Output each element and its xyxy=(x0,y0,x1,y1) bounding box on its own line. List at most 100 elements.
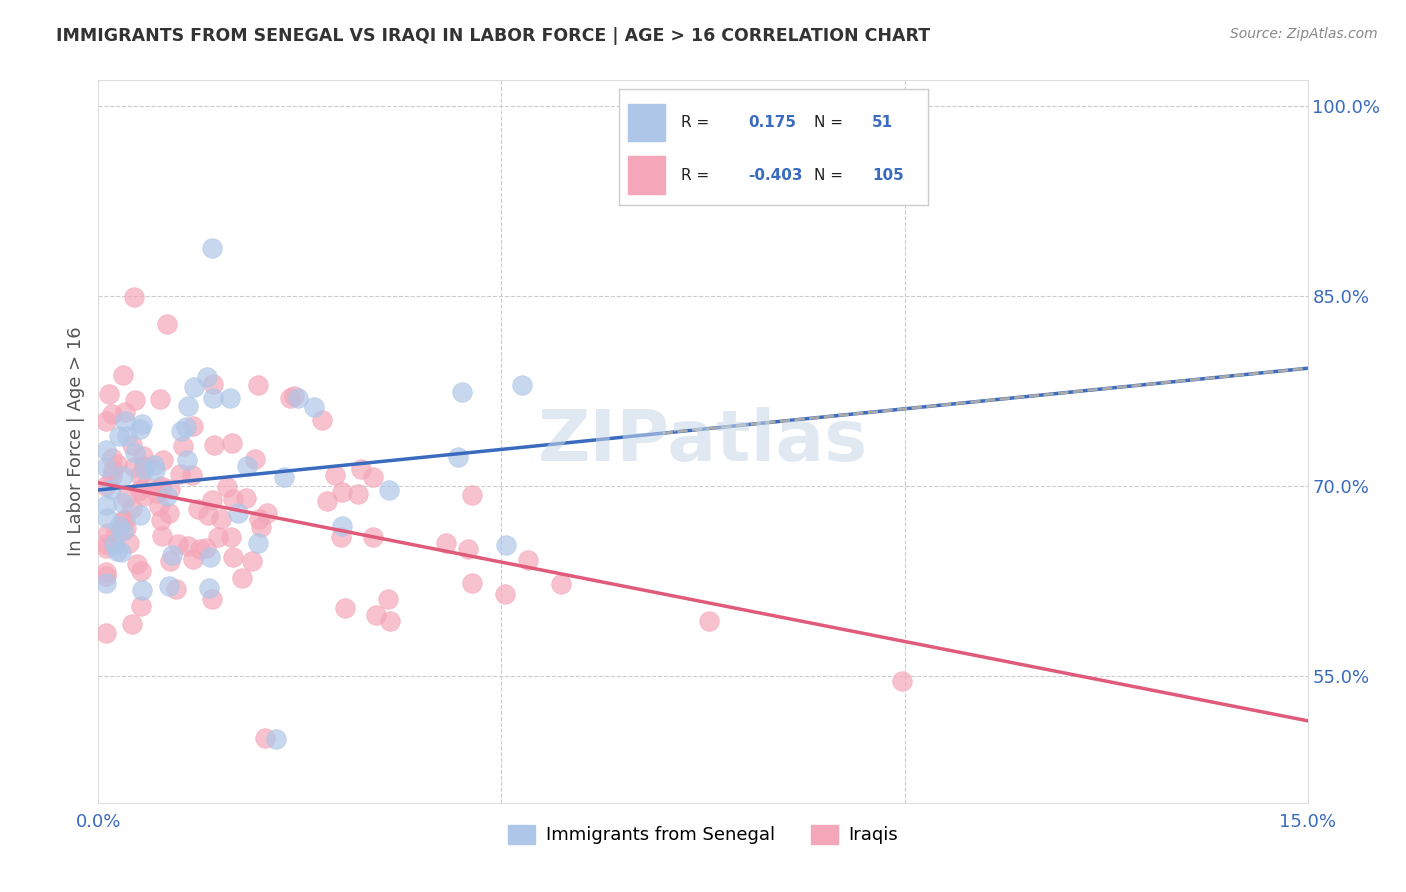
Point xyxy=(127,557,149,571)
Point xyxy=(100,408,122,422)
Point xyxy=(347,487,370,501)
Point xyxy=(304,400,326,414)
Point xyxy=(377,483,399,497)
Point xyxy=(245,452,267,467)
Point xyxy=(201,376,224,391)
Point xyxy=(166,582,188,597)
Point xyxy=(121,616,143,631)
Point xyxy=(350,461,373,475)
Point xyxy=(177,540,200,554)
Point xyxy=(132,461,155,475)
Point xyxy=(166,537,188,551)
Point xyxy=(460,488,482,502)
FancyBboxPatch shape xyxy=(628,104,665,141)
Point xyxy=(190,541,212,556)
Point xyxy=(143,463,166,477)
Point xyxy=(264,732,287,747)
Text: 51: 51 xyxy=(872,115,893,130)
Text: ZIPatlas: ZIPatlas xyxy=(538,407,868,476)
Point xyxy=(124,446,146,460)
Point xyxy=(129,422,152,436)
Point xyxy=(200,241,222,255)
Text: Source: ZipAtlas.com: Source: ZipAtlas.com xyxy=(1230,27,1378,41)
Point xyxy=(121,438,143,452)
Point xyxy=(135,478,157,492)
Point xyxy=(181,551,204,566)
Point xyxy=(187,502,209,516)
Point xyxy=(181,468,204,483)
Point xyxy=(96,443,118,458)
Point xyxy=(96,498,118,512)
Point xyxy=(96,415,118,429)
Point xyxy=(325,467,347,482)
Point xyxy=(96,460,118,475)
Point xyxy=(104,525,127,540)
Point xyxy=(152,453,174,467)
Point xyxy=(250,519,273,533)
Point xyxy=(157,579,180,593)
Point xyxy=(112,368,135,383)
Point xyxy=(451,384,474,399)
Point xyxy=(117,429,139,443)
Point xyxy=(148,500,170,514)
Point xyxy=(221,436,243,450)
Point xyxy=(434,536,457,550)
Point xyxy=(152,529,174,543)
Point xyxy=(181,418,204,433)
Point xyxy=(103,463,125,477)
Point xyxy=(111,524,134,539)
Point xyxy=(550,576,572,591)
Point xyxy=(96,541,118,556)
Point xyxy=(218,391,240,405)
Point xyxy=(195,370,218,384)
Point xyxy=(100,451,122,466)
Point xyxy=(110,545,132,559)
Point xyxy=(494,587,516,601)
Text: R =: R = xyxy=(681,168,709,183)
Point xyxy=(111,513,134,527)
Legend: Immigrants from Senegal, Iraqis: Immigrants from Senegal, Iraqis xyxy=(501,818,905,852)
Point xyxy=(204,438,226,452)
Point xyxy=(160,548,183,562)
Point xyxy=(219,530,242,544)
Point xyxy=(134,489,156,503)
Point xyxy=(97,387,120,401)
Point xyxy=(129,508,152,522)
Point xyxy=(149,392,172,406)
Text: -0.403: -0.403 xyxy=(748,168,803,183)
Point xyxy=(177,399,200,413)
Point xyxy=(280,391,302,405)
Point xyxy=(131,417,153,432)
Point xyxy=(517,553,540,567)
Point xyxy=(201,391,224,405)
Point xyxy=(112,469,135,483)
Y-axis label: In Labor Force | Age > 16: In Labor Force | Age > 16 xyxy=(66,326,84,557)
Point xyxy=(197,508,219,522)
Point xyxy=(96,625,118,640)
Text: 0.175: 0.175 xyxy=(748,115,797,130)
Point xyxy=(150,481,173,495)
Text: IMMIGRANTS FROM SENEGAL VS IRAQI IN LABOR FORCE | AGE > 16 CORRELATION CHART: IMMIGRANTS FROM SENEGAL VS IRAQI IN LABO… xyxy=(56,27,931,45)
Text: N =: N = xyxy=(814,115,842,130)
Point xyxy=(105,544,128,558)
Point xyxy=(132,449,155,463)
Point xyxy=(366,608,388,623)
Point xyxy=(174,420,197,434)
Point xyxy=(129,599,152,614)
Point xyxy=(201,592,224,607)
Point xyxy=(159,554,181,568)
Point xyxy=(108,429,131,443)
Point xyxy=(159,482,181,496)
Point xyxy=(150,513,173,527)
Point xyxy=(335,601,357,615)
Point xyxy=(378,615,401,629)
Point xyxy=(890,673,912,688)
Point xyxy=(150,479,173,493)
Point xyxy=(96,510,118,524)
Point xyxy=(253,731,276,746)
Point xyxy=(697,615,720,629)
Point xyxy=(105,458,128,472)
Point xyxy=(217,480,239,494)
Point xyxy=(242,554,264,568)
Point xyxy=(221,550,243,565)
